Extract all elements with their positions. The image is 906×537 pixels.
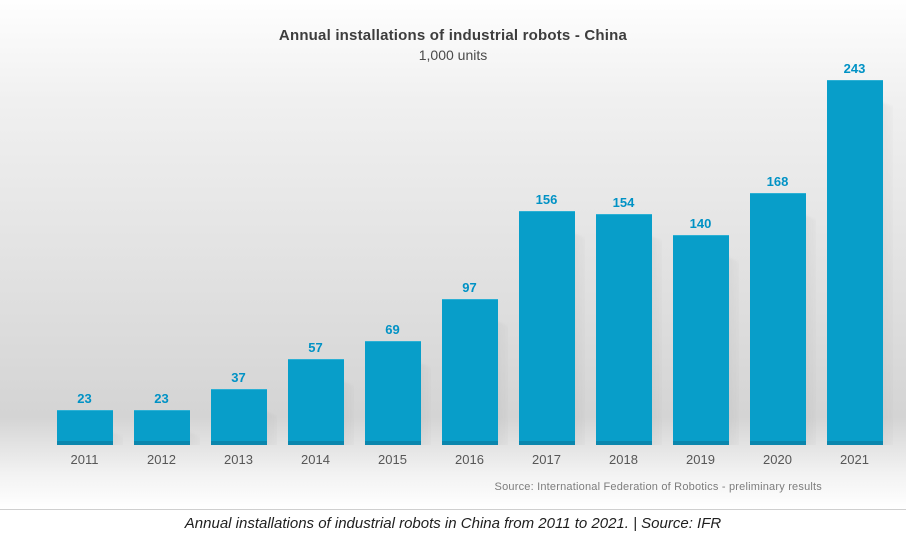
bar-value-label: 69 — [385, 322, 400, 337]
bar-2019[interactable] — [672, 235, 729, 445]
bar-column-2012: 23 — [123, 50, 200, 445]
x-axis-label-2020: 2020 — [763, 452, 792, 467]
bar-2015[interactable] — [364, 341, 421, 445]
bar-column-2021: 243 — [816, 50, 893, 445]
x-axis-label-2012: 2012 — [147, 452, 176, 467]
bar-value-label: 97 — [462, 280, 477, 295]
bar-value-label: 154 — [612, 195, 635, 210]
caption-text: Annual installations of industrial robot… — [184, 515, 722, 532]
bar-2021[interactable] — [826, 80, 883, 445]
bar-column-2016: 97 — [431, 50, 508, 445]
bar-2017[interactable] — [518, 211, 575, 445]
x-axis-label-2019: 2019 — [686, 452, 715, 467]
bar-2020[interactable] — [749, 193, 806, 445]
bar-value-label: 140 — [689, 216, 712, 231]
bar-column-2011: 23 — [46, 50, 123, 445]
bar-column-2020: 168 — [739, 50, 816, 445]
x-axis-label-2011: 2011 — [70, 452, 99, 467]
bar-2012[interactable] — [133, 410, 190, 445]
x-axis-label-2018: 2018 — [609, 452, 638, 467]
x-axis-label-2016: 2016 — [455, 452, 484, 467]
bar-value-label: 168 — [766, 174, 789, 189]
chart-title: Annual installations of industrial robot… — [278, 27, 628, 44]
caption-bar: Annual installations of industrial robot… — [0, 509, 906, 537]
bar-value-label: 23 — [154, 391, 169, 406]
bar-2018[interactable] — [595, 214, 652, 445]
bar-column-2017: 156 — [508, 50, 585, 445]
x-axis-label-2015: 2015 — [378, 452, 407, 467]
bar-column-2019: 140 — [662, 50, 739, 445]
bar-2016[interactable] — [441, 299, 498, 445]
bar-2014[interactable] — [287, 359, 344, 445]
bar-value-label: 37 — [231, 370, 246, 385]
bar-column-2015: 69 — [354, 50, 431, 445]
x-axis-label-2014: 2014 — [301, 452, 330, 467]
bar-column-2014: 57 — [277, 50, 354, 445]
x-axis-label-2021: 2021 — [840, 452, 869, 467]
bar-value-label: 57 — [308, 340, 323, 355]
bar-value-label: 23 — [77, 391, 92, 406]
chart-subtitle: 1,000 units — [418, 47, 488, 63]
plot-area: 23 23 37 57 69 97 156 154 140 168 243 — [46, 50, 893, 445]
bar-column-2013: 37 — [200, 50, 277, 445]
source-note: Source: International Federation of Robo… — [494, 481, 822, 493]
bar-value-label: 156 — [535, 192, 558, 207]
bar-2011[interactable] — [56, 410, 113, 445]
bar-column-2018: 154 — [585, 50, 662, 445]
x-axis: 2011 2012 2013 2014 2015 2016 2017 2018 2019 2020… — [46, 452, 893, 467]
bar-value-label: 243 — [843, 61, 866, 76]
chart-header: Annual installations of industrial robot… — [0, 27, 906, 63]
x-axis-label-2017: 2017 — [532, 452, 561, 467]
bar-chart: Annual installations of industrial robot… — [0, 0, 906, 509]
bar-2013[interactable] — [210, 389, 267, 445]
x-axis-label-2013: 2013 — [224, 452, 253, 467]
